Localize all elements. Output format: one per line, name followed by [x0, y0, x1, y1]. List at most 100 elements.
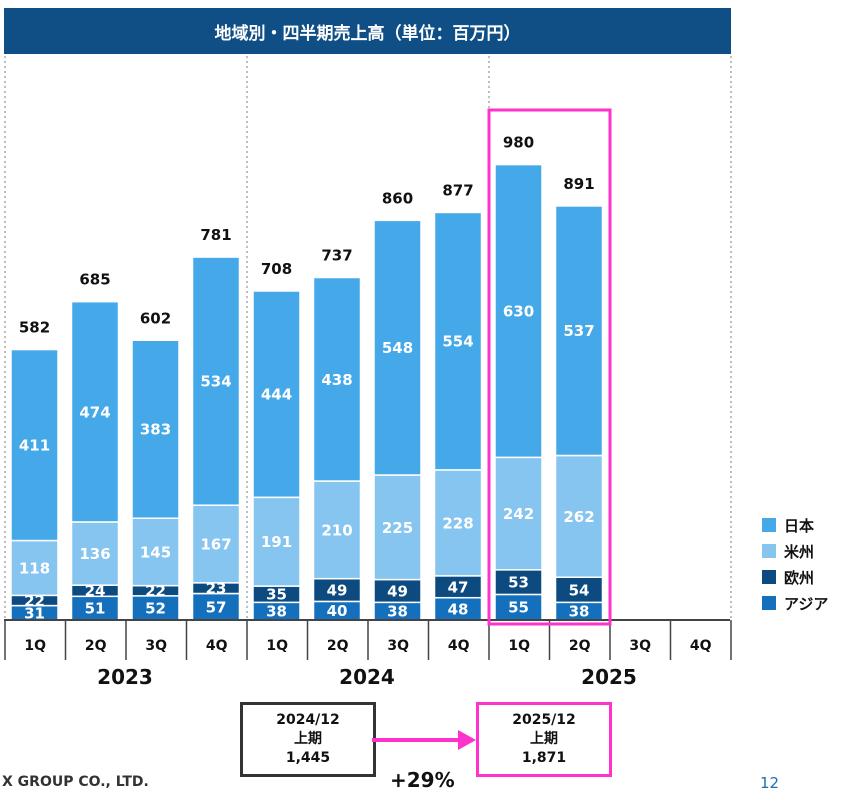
data-label: 118 — [19, 559, 50, 577]
summary-prev-value: 1,445 — [285, 750, 331, 766]
data-label: 554 — [442, 333, 473, 351]
total-label: 860 — [382, 189, 413, 207]
legend-label: アジア — [784, 594, 829, 613]
x-tick-label: 1Q — [266, 638, 288, 654]
summary-curr-period: 2025/12 — [512, 712, 576, 728]
summary-prev-label: 上期 — [294, 731, 322, 747]
bar-segment — [10, 539, 59, 597]
legend-label: 米州 — [784, 542, 815, 561]
bar-segment — [70, 521, 120, 586]
data-label: 534 — [200, 373, 231, 391]
bar-segment — [554, 205, 604, 457]
bar-segment — [494, 593, 543, 621]
legend-swatch — [762, 518, 776, 532]
data-label: 55 — [508, 599, 529, 617]
data-label: 48 — [448, 600, 469, 618]
summary-curr-value: 1,871 — [521, 750, 567, 766]
x-tick-label: 1Q — [508, 638, 530, 654]
x-tick-label: 2Q — [569, 638, 591, 654]
summary-prev-period: 2024/12 — [276, 712, 340, 728]
total-label: 980 — [503, 134, 534, 152]
data-label: 38 — [266, 603, 287, 621]
data-label: 38 — [569, 603, 590, 621]
year-label: 2025 — [581, 665, 637, 689]
data-label: 262 — [563, 508, 594, 526]
data-label: 383 — [140, 421, 171, 439]
legend-swatch — [762, 570, 776, 584]
summary-curr-label: 上期 — [530, 731, 558, 747]
data-label: 51 — [85, 600, 106, 618]
data-label: 49 — [327, 582, 348, 600]
data-label: 47 — [448, 578, 469, 596]
bar-segment — [312, 276, 362, 482]
bar-segment — [191, 256, 241, 506]
data-label: 53 — [508, 574, 529, 592]
data-label: 191 — [261, 533, 292, 551]
x-tick-label: 4Q — [690, 638, 712, 654]
growth-arrow — [372, 730, 476, 750]
summary-box-curr: 2025/12 上期 1,871 — [476, 702, 612, 777]
chart-title: 地域別・四半期売上高（単位：百万円） — [4, 8, 731, 54]
page-number: 12 — [760, 774, 780, 792]
data-label: 210 — [321, 521, 352, 539]
x-tick-label: 2Q — [327, 638, 349, 654]
company-name: X GROUP CO., LTD. — [2, 774, 149, 790]
data-label: 22 — [24, 592, 45, 610]
bar-segment — [373, 219, 422, 476]
year-label: 2024 — [339, 665, 395, 689]
legend: 日本 米州 欧州 アジア — [762, 512, 828, 616]
data-label: 24 — [85, 582, 106, 600]
data-label: 630 — [503, 302, 534, 320]
legend-item-europe: 欧州 — [762, 564, 828, 590]
x-tick-label: 2Q — [85, 638, 107, 654]
growth-rate: +29% — [390, 768, 455, 792]
data-label: 411 — [19, 437, 50, 455]
x-tick-label: 4Q — [206, 638, 228, 654]
x-tick-label: 1Q — [24, 638, 46, 654]
legend-item-americas: 米州 — [762, 538, 828, 564]
total-label: 602 — [140, 309, 171, 327]
bar-segment — [433, 211, 483, 471]
data-label: 40 — [327, 602, 348, 620]
data-label: 136 — [79, 545, 110, 563]
legend-item-japan: 日本 — [762, 512, 828, 538]
bar-segment — [191, 504, 241, 584]
bar-segment — [10, 348, 59, 542]
data-label: 474 — [79, 403, 110, 421]
data-label: 242 — [503, 505, 534, 523]
x-tick-label: 3Q — [145, 638, 167, 654]
bar-segment — [252, 290, 301, 499]
data-label: 225 — [382, 519, 413, 537]
bar-segment — [494, 456, 543, 571]
data-label: 167 — [200, 536, 231, 554]
data-label: 537 — [563, 322, 594, 340]
total-label: 582 — [19, 319, 50, 337]
legend-label: 欧州 — [784, 568, 815, 587]
data-label: 145 — [140, 543, 171, 561]
x-tick-label: 3Q — [629, 638, 651, 654]
bar-segment — [131, 517, 180, 587]
legend-item-asia: アジア — [762, 590, 828, 616]
stacked-bar-chart: 3122118411582512413647468552221453836025… — [4, 56, 732, 689]
data-label: 57 — [206, 598, 227, 616]
data-label: 54 — [569, 581, 590, 599]
data-label: 444 — [261, 386, 292, 404]
year-label: 2023 — [97, 665, 153, 689]
legend-swatch — [762, 544, 776, 558]
data-label: 31 — [24, 604, 45, 622]
x-tick-label: 4Q — [448, 638, 470, 654]
total-label: 708 — [261, 260, 292, 278]
data-label: 49 — [387, 582, 408, 600]
data-label: 35 — [266, 586, 287, 604]
bar-segment — [494, 163, 543, 459]
legend-swatch — [762, 596, 776, 610]
data-label: 38 — [387, 603, 408, 621]
bar-segment — [252, 496, 301, 587]
legend-label: 日本 — [784, 516, 815, 535]
bar-segment — [131, 595, 180, 621]
data-label: 228 — [442, 514, 473, 532]
total-label: 685 — [79, 271, 110, 289]
total-label: 877 — [442, 181, 473, 199]
total-label: 781 — [200, 226, 231, 244]
bar-segment — [70, 300, 120, 523]
